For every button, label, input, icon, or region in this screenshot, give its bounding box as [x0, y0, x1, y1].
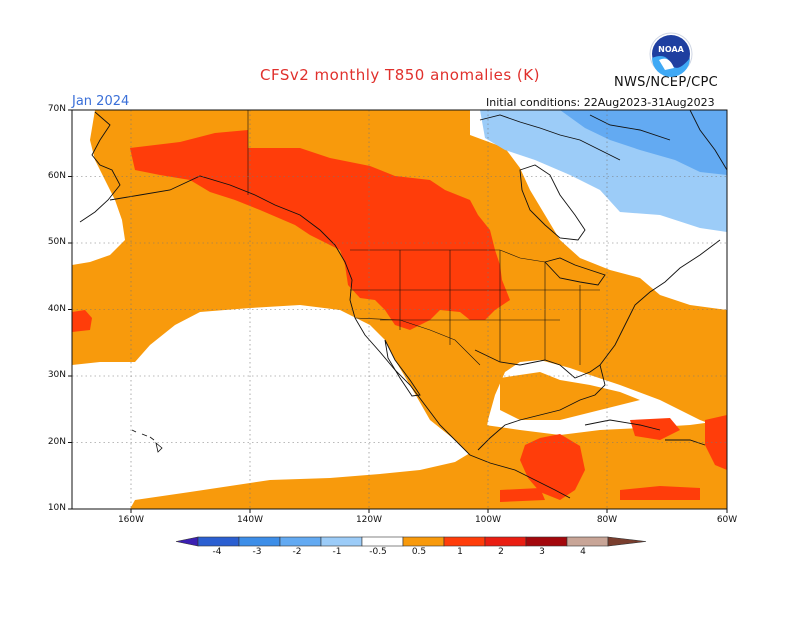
lon-label-80w: 80W [596, 515, 618, 525]
colorbar-label-2: 2 [498, 547, 504, 557]
lon-label-100w: 100W [474, 515, 502, 525]
map-gridlines [72, 110, 727, 509]
colorbar-label-neg3: -3 [252, 547, 262, 557]
lon-label-60w: 60W [716, 515, 738, 525]
colorbar-segment [320, 536, 363, 547]
colorbar-segment [402, 536, 445, 547]
colorbar-segment [238, 536, 281, 547]
lon-label-160w: 160W [117, 515, 145, 525]
map-title: CFSv2 monthly T850 anomalies (K) [260, 66, 540, 84]
colorbar-label-1: 1 [457, 547, 463, 557]
colorbar-arrow-low [175, 536, 199, 547]
agency-label: NWS/NCEP/CPC [614, 75, 719, 90]
colorbar [175, 536, 647, 547]
political-borders [247, 110, 600, 366]
lat-label-60n: 60N [47, 171, 66, 181]
colorbar-segment [279, 536, 322, 547]
lat-label-70n: 70N [47, 104, 66, 114]
lon-label-120w: 120W [355, 515, 383, 525]
axis-ticks [68, 109, 728, 513]
forecast-month: Jan 2024 [72, 94, 130, 109]
cool-anomaly-1-2 [560, 110, 727, 175]
lat-label-50n: 50N [47, 237, 66, 247]
colorbar-segment [525, 536, 568, 547]
colorbar-segment [361, 536, 404, 547]
lon-label-140w: 140W [236, 515, 264, 525]
lat-label-10n: 10N [47, 503, 66, 513]
coastlines [79, 110, 727, 499]
colorbar-segment [566, 536, 609, 547]
lat-label-20n: 20N [47, 437, 66, 447]
colorbar-segment [484, 536, 527, 547]
colorbar-segment [443, 536, 486, 547]
colorbar-label-neg05: -0.5 [369, 547, 387, 557]
colorbar-label-neg4: -4 [212, 547, 222, 557]
colorbar-segment [197, 536, 240, 547]
colorbar-label-neg2: -2 [292, 547, 302, 557]
colorbar-label-05: 0.5 [411, 547, 427, 557]
colorbar-label-3: 3 [539, 547, 545, 557]
colorbar-arrow-high [607, 536, 647, 547]
lat-label-30n: 30N [47, 370, 66, 380]
initial-conditions: Initial conditions: 22Aug2023-31Aug2023 [486, 96, 715, 109]
colorbar-label-neg1: -1 [332, 547, 342, 557]
hawaii-islands [131, 429, 163, 453]
lat-label-40n: 40N [47, 304, 66, 314]
colorbar-label-4: 4 [580, 547, 586, 557]
